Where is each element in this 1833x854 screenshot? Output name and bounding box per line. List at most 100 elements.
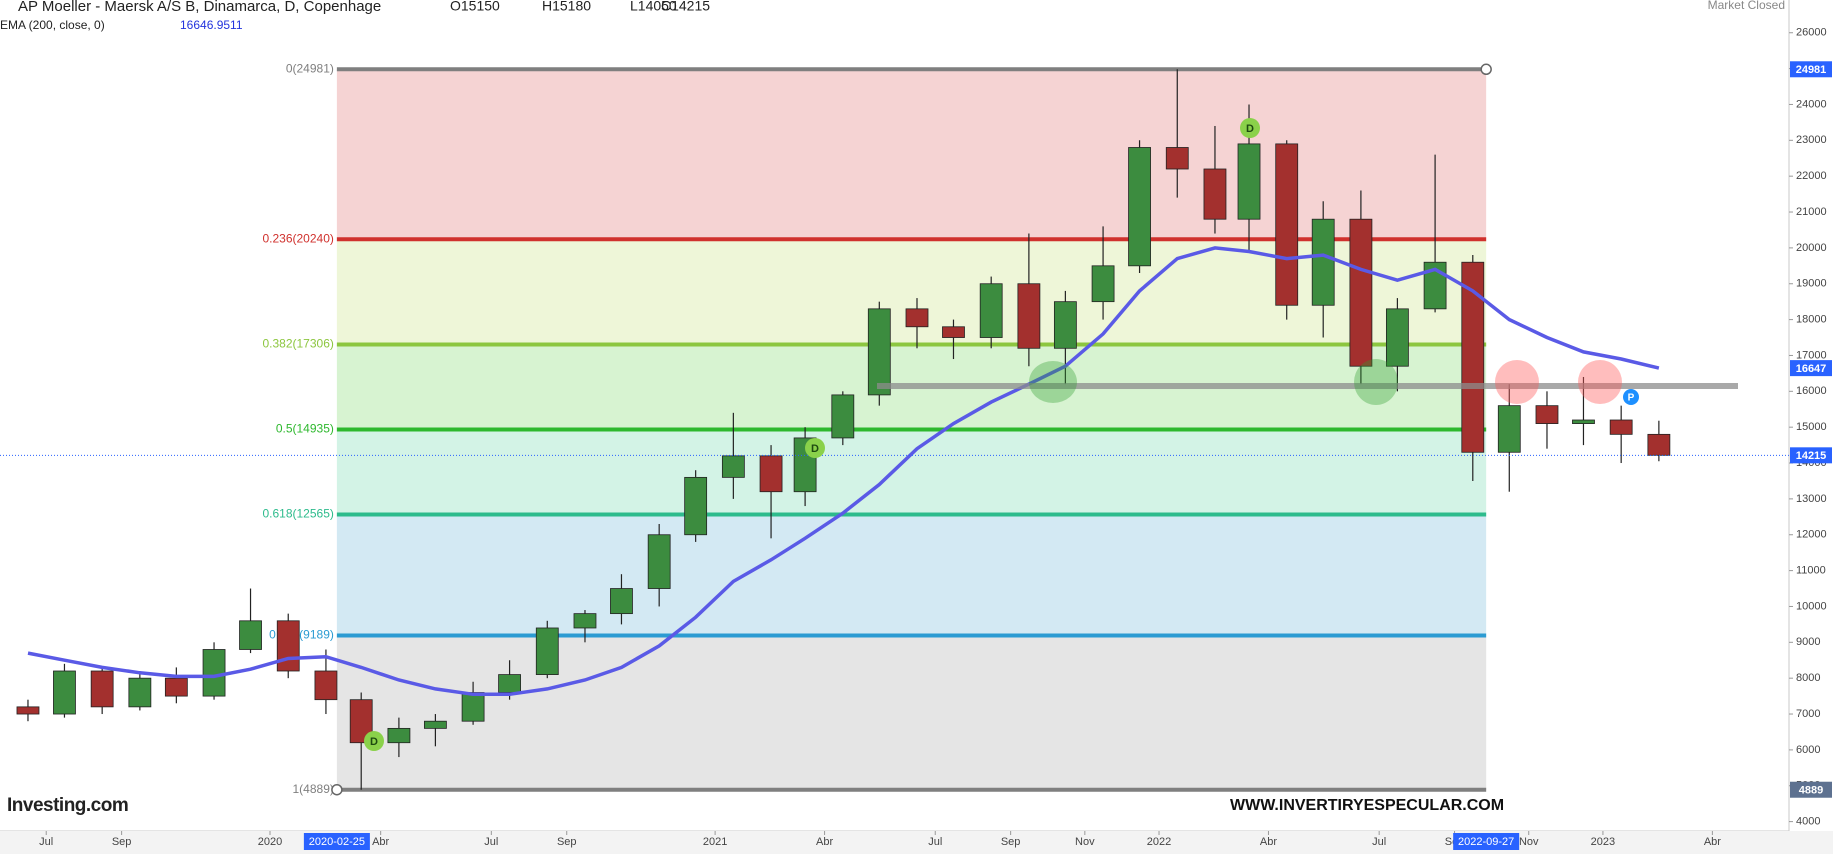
candle-body (1572, 419, 1595, 424)
candle-body (1017, 283, 1041, 349)
candle-body (610, 588, 633, 615)
candle-body (979, 283, 1003, 338)
fib-level-label: 0.236(20240) (262, 231, 333, 245)
candle-body (721, 455, 745, 478)
candle-body (1497, 405, 1521, 453)
support-circle (1029, 361, 1077, 403)
y-tick-label: 12000 (1796, 529, 1827, 541)
y-tick-label: 18000 (1796, 314, 1827, 326)
event-marker (1623, 389, 1639, 405)
ohlc-low: L14050 (630, 0, 677, 14)
x-tick-label: Nov (1519, 836, 1539, 848)
x-tick-label: 2023 (1591, 836, 1615, 848)
ohlc-high: H15180 (542, 0, 591, 14)
candle-body (831, 394, 855, 439)
price-tag-label: 14215 (1796, 450, 1827, 462)
price-tag (1790, 360, 1832, 377)
x-tick-label: Jul (1372, 836, 1386, 848)
x-marker-label: 2020-02-25 (309, 836, 365, 848)
candle-body (387, 727, 411, 744)
candle-body (90, 670, 114, 708)
y-tick-label: 15000 (1796, 421, 1827, 433)
y-tick-label: 8000 (1796, 672, 1820, 684)
support-circle (1354, 359, 1398, 405)
market-status: Market Closed (1708, 0, 1785, 12)
candle-body (202, 649, 226, 697)
candle-body (1275, 143, 1299, 306)
y-tick-label: 11000 (1796, 565, 1826, 577)
fib-anchor (1480, 63, 1492, 76)
candle-body (53, 670, 76, 715)
candle-body (349, 699, 373, 744)
y-tick-label: 22000 (1796, 170, 1827, 182)
candle-body (498, 674, 521, 693)
x-tick-label: Abr (1704, 836, 1721, 848)
candle-body (647, 534, 671, 589)
candle-body (684, 476, 708, 536)
y-tick-label: 19000 (1796, 278, 1827, 290)
candle-body (1349, 218, 1373, 367)
candle-body (164, 677, 188, 697)
x-tick-label: Jul (928, 836, 942, 848)
watermark: WWW.INVERTIRYESPECULAR.COM (1230, 797, 1504, 814)
candle-body (1128, 147, 1151, 267)
resistance-circle (1578, 360, 1622, 404)
y-tick-label: 16000 (1796, 385, 1827, 397)
x-tick-label: Abr (372, 836, 389, 848)
candle-body (16, 706, 40, 715)
x-tick-label: 2021 (703, 836, 727, 848)
x-marker-tag (1453, 833, 1520, 850)
event-marker-label: D (370, 736, 378, 748)
fib-level-label: 0.382(17306) (262, 337, 333, 351)
candle-body (423, 720, 447, 729)
y-tick-label: 17000 (1796, 349, 1827, 361)
fib-anchor (331, 783, 343, 796)
brand-logo: Investing.com (7, 795, 128, 816)
fib-band (336, 635, 1487, 790)
chart-title: AP Moeller - Maersk A/S B, Dinamarca, D,… (18, 0, 381, 15)
fib-band (336, 429, 1487, 515)
event-marker (805, 438, 825, 458)
x-tick-label: Jul (39, 836, 53, 848)
candle-body (1203, 168, 1227, 220)
x-marker-tag (303, 833, 370, 850)
candle-body (905, 308, 929, 328)
x-tick-label: Sep (112, 836, 132, 848)
candle-body (1091, 265, 1115, 303)
y-axis-panel (1789, 0, 1833, 854)
indicator-name: EMA (200, close, 0) (0, 18, 105, 32)
candle-body (1609, 419, 1633, 435)
fib-level-label: 0.5(14935) (276, 422, 334, 436)
y-tick-label: 4000 (1796, 816, 1820, 828)
candle-body (1535, 405, 1559, 424)
candle-body (573, 613, 597, 629)
event-marker-label: P (1628, 393, 1635, 404)
x-tick-label: Nov (1075, 836, 1095, 848)
indicator-value: 16646.9511 (180, 18, 243, 32)
ohlc-close: C14215 (661, 0, 710, 14)
fib-band (336, 514, 1487, 636)
candle-body (239, 620, 262, 650)
event-marker (364, 731, 384, 751)
x-axis-strip (0, 831, 1833, 854)
price-tag (1790, 781, 1832, 798)
y-tick-label: 7000 (1796, 708, 1820, 720)
x-tick-label: Jul (484, 836, 498, 848)
y-tick-label: 20000 (1796, 242, 1827, 254)
price-tag (1790, 447, 1832, 464)
y-tick-label: 10000 (1796, 600, 1827, 612)
y-tick-label: 9000 (1796, 636, 1820, 648)
candle-body (867, 308, 891, 396)
y-tick-label: 26000 (1796, 27, 1827, 39)
candle-body (1165, 147, 1189, 170)
candle-body (1461, 261, 1485, 453)
price-tag-label: 24981 (1796, 64, 1827, 76)
x-tick-label: Sep (1001, 836, 1021, 848)
y-tick-label: 13000 (1796, 493, 1827, 505)
y-tick-label: 24000 (1796, 98, 1827, 110)
candle-body (128, 677, 152, 708)
candle-body (314, 670, 338, 701)
x-marker-label: 2022-09-27 (1458, 836, 1514, 848)
